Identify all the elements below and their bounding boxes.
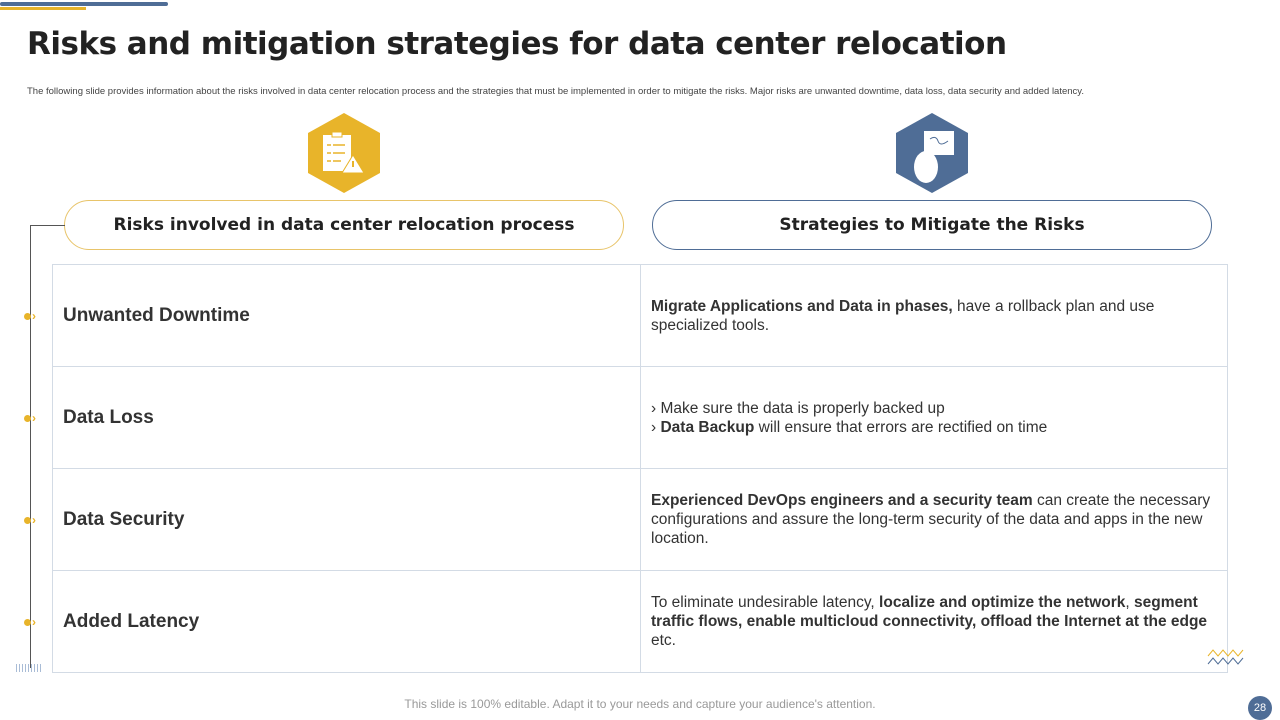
strategy-cell: Make sure the data is properly backed up… [640,366,1228,469]
strategy-bold-text: segment traffic flows, enable multicloud… [651,594,1208,630]
bullet-dot-icon: › [24,514,40,526]
strategy-text: can create the necessary configurations … [651,492,1211,547]
bullet-dot-icon: › [24,412,40,424]
strategy-text: To eliminate undesirable latency, [651,594,880,611]
bullet-dot-icon: › [24,310,40,322]
strategy-text: will ensure that errors are rectified on… [754,418,1048,436]
risk-name: Data Loss [52,366,641,469]
table-row: Added Latency To eliminate undesirable la… [52,570,1228,673]
strategy-cell: To eliminate undesirable latency, locali… [640,570,1228,673]
strategies-header: Strategies to Mitigate the Risks [652,200,1212,250]
footer-note: This slide is 100% editable. Adapt it to… [404,697,876,711]
table-row: Data Security Experienced DevOps engineer… [52,468,1228,571]
bullet-dot-icon: › [24,616,40,628]
decor-bar-gold [0,7,86,10]
strategy-bold-text: Data Backup [660,418,755,436]
page-title: Risks and mitigation strategies for data… [27,26,1007,62]
risk-name: Data Security [52,468,641,571]
strategy-text: , [1125,594,1134,611]
bullet-item: Data Backup will ensure that errors are … [651,418,1217,437]
zigzag-decor-icon [1207,649,1244,665]
strategy-cell: Migrate Applications and Data in phases,… [640,264,1228,367]
strategy-text: have a rollback plan and use specialized… [651,297,1155,334]
strategy-bold-text: localize and optimize the network [879,594,1126,611]
decor-bar-blue [0,2,168,6]
strategy-cell: Experienced DevOps engineers and a secur… [640,468,1228,571]
hand-map-icon [896,113,968,193]
table-row: Unwanted Downtime Migrate Applications an… [52,264,1228,367]
decor-stripes [16,664,42,672]
page-subtitle: The following slide provides information… [27,86,1084,97]
table-row: Data LossMake sure the data is properly … [52,366,1228,469]
risk-table: Unwanted Downtime Migrate Applications an… [52,264,1228,673]
strategy-bold-text: Experienced DevOps engineers and a secur… [651,492,1033,509]
strategy-text: etc. [651,632,676,649]
risks-header: Risks involved in data center relocation… [64,200,624,250]
connector-line [30,225,31,668]
page-number: 28 [1248,696,1272,720]
bullet-item: Make sure the data is properly backed up [651,399,1217,418]
risk-name: Unwanted Downtime [52,264,641,367]
clipboard-warning-icon [308,113,380,193]
strategy-bold-text: Migrate Applications and Data in phases, [651,297,953,315]
strategy-text: Make sure the data is properly backed up [660,399,945,417]
risk-name: Added Latency [52,570,641,673]
connector-line [30,225,65,226]
